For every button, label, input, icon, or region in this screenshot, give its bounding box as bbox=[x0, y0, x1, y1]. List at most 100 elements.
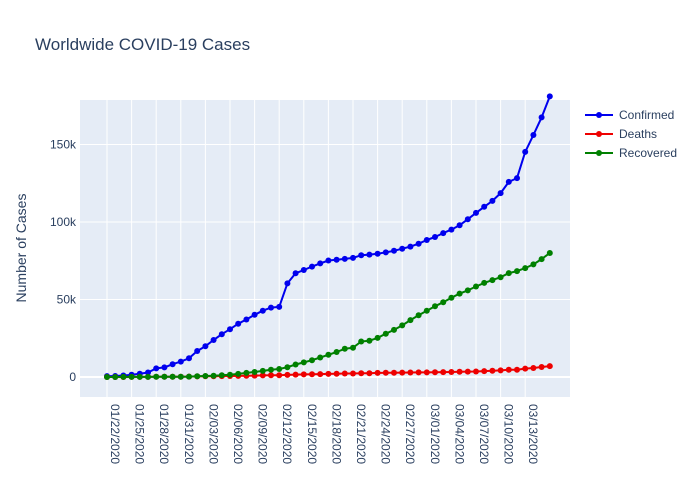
data-point bbox=[309, 263, 315, 270]
data-point bbox=[399, 369, 406, 376]
data-point bbox=[218, 331, 225, 338]
data-point bbox=[300, 371, 307, 378]
data-point bbox=[325, 370, 332, 377]
data-point bbox=[202, 373, 209, 379]
data-point bbox=[489, 197, 496, 204]
data-point bbox=[259, 372, 266, 379]
data-point bbox=[456, 222, 463, 229]
data-point bbox=[358, 370, 365, 377]
legend-item-recovered[interactable]: Recovered bbox=[585, 146, 677, 160]
data-point bbox=[464, 368, 471, 375]
x-tick-label: 03/13/2020 bbox=[526, 404, 540, 464]
data-point bbox=[268, 372, 274, 379]
data-point bbox=[300, 359, 307, 366]
data-point bbox=[530, 365, 537, 371]
data-point bbox=[440, 299, 447, 306]
data-point bbox=[284, 371, 291, 378]
data-point bbox=[235, 320, 242, 327]
x-axis-ticks: 01/22/2020 01/25/2020 01/28/2020 01/31/2020… bbox=[108, 404, 540, 464]
data-point bbox=[505, 270, 512, 277]
data-point bbox=[153, 365, 160, 372]
data-point bbox=[464, 216, 471, 223]
data-point bbox=[448, 369, 455, 375]
data-point bbox=[145, 369, 151, 376]
y-axis-label: Number of Cases bbox=[13, 194, 29, 303]
data-point bbox=[374, 250, 381, 257]
data-point bbox=[292, 371, 299, 378]
x-tick-label: 02/15/2020 bbox=[305, 404, 319, 464]
legend-item-confirmed[interactable]: Confirmed bbox=[585, 108, 674, 122]
data-point bbox=[382, 369, 389, 376]
data-point bbox=[497, 190, 504, 197]
data-point bbox=[350, 254, 356, 261]
data-point bbox=[505, 178, 512, 185]
data-point bbox=[186, 373, 192, 380]
data-point bbox=[194, 348, 201, 354]
data-point bbox=[514, 268, 520, 275]
data-point bbox=[325, 351, 332, 358]
data-point bbox=[333, 349, 340, 355]
data-point bbox=[358, 338, 365, 345]
x-tick-label: 02/21/2020 bbox=[354, 404, 368, 464]
data-point bbox=[456, 290, 463, 297]
data-point bbox=[309, 357, 315, 364]
data-point bbox=[366, 370, 373, 377]
legend-swatch-marker bbox=[596, 112, 602, 118]
data-point bbox=[415, 369, 422, 376]
x-gridlines bbox=[106, 100, 526, 397]
data-point bbox=[423, 237, 430, 243]
data-point bbox=[317, 371, 324, 378]
data-point bbox=[464, 287, 471, 294]
y-tick-label: 150k bbox=[50, 138, 77, 152]
x-tick-label: 01/28/2020 bbox=[157, 404, 171, 464]
x-tick-label: 02/09/2020 bbox=[256, 404, 270, 464]
data-point bbox=[177, 373, 184, 380]
data-point bbox=[522, 265, 529, 272]
x-tick-label: 02/24/2020 bbox=[379, 404, 393, 464]
data-point bbox=[227, 326, 233, 333]
data-point bbox=[341, 255, 348, 262]
data-point bbox=[481, 203, 488, 210]
data-point bbox=[407, 369, 414, 376]
data-point bbox=[317, 260, 324, 267]
data-point bbox=[276, 303, 283, 310]
data-point bbox=[473, 283, 479, 290]
data-point bbox=[382, 330, 389, 337]
x-tick-label: 03/01/2020 bbox=[428, 404, 442, 464]
data-point bbox=[399, 245, 406, 252]
data-point bbox=[235, 370, 242, 377]
data-point bbox=[522, 148, 529, 155]
data-point bbox=[374, 334, 381, 341]
data-point bbox=[251, 369, 258, 375]
data-point bbox=[210, 337, 217, 343]
data-point bbox=[473, 368, 479, 375]
data-point bbox=[391, 369, 397, 376]
legend-swatch-marker bbox=[596, 150, 602, 156]
legend-swatch-marker bbox=[596, 131, 602, 137]
data-point bbox=[497, 274, 504, 281]
data-point bbox=[530, 261, 537, 268]
data-point bbox=[341, 345, 348, 352]
data-point bbox=[169, 361, 176, 368]
data-point bbox=[448, 226, 455, 233]
data-point bbox=[440, 369, 447, 376]
data-point bbox=[481, 279, 488, 286]
series-layer bbox=[104, 93, 553, 380]
data-point bbox=[514, 366, 520, 373]
chart-title: Worldwide COVID-19 Cases bbox=[35, 35, 250, 54]
data-point bbox=[333, 370, 340, 377]
data-point bbox=[276, 372, 283, 379]
data-point bbox=[243, 369, 250, 376]
data-point bbox=[538, 256, 545, 263]
data-point bbox=[530, 132, 537, 138]
data-point bbox=[350, 344, 356, 351]
legend-item-deaths[interactable]: Deaths bbox=[585, 127, 657, 141]
data-point bbox=[128, 373, 135, 380]
data-point bbox=[292, 361, 299, 368]
data-point bbox=[300, 267, 307, 273]
data-point bbox=[399, 322, 406, 329]
data-point bbox=[177, 358, 184, 365]
data-point bbox=[448, 294, 455, 301]
data-point bbox=[218, 372, 225, 379]
data-point bbox=[489, 277, 496, 284]
